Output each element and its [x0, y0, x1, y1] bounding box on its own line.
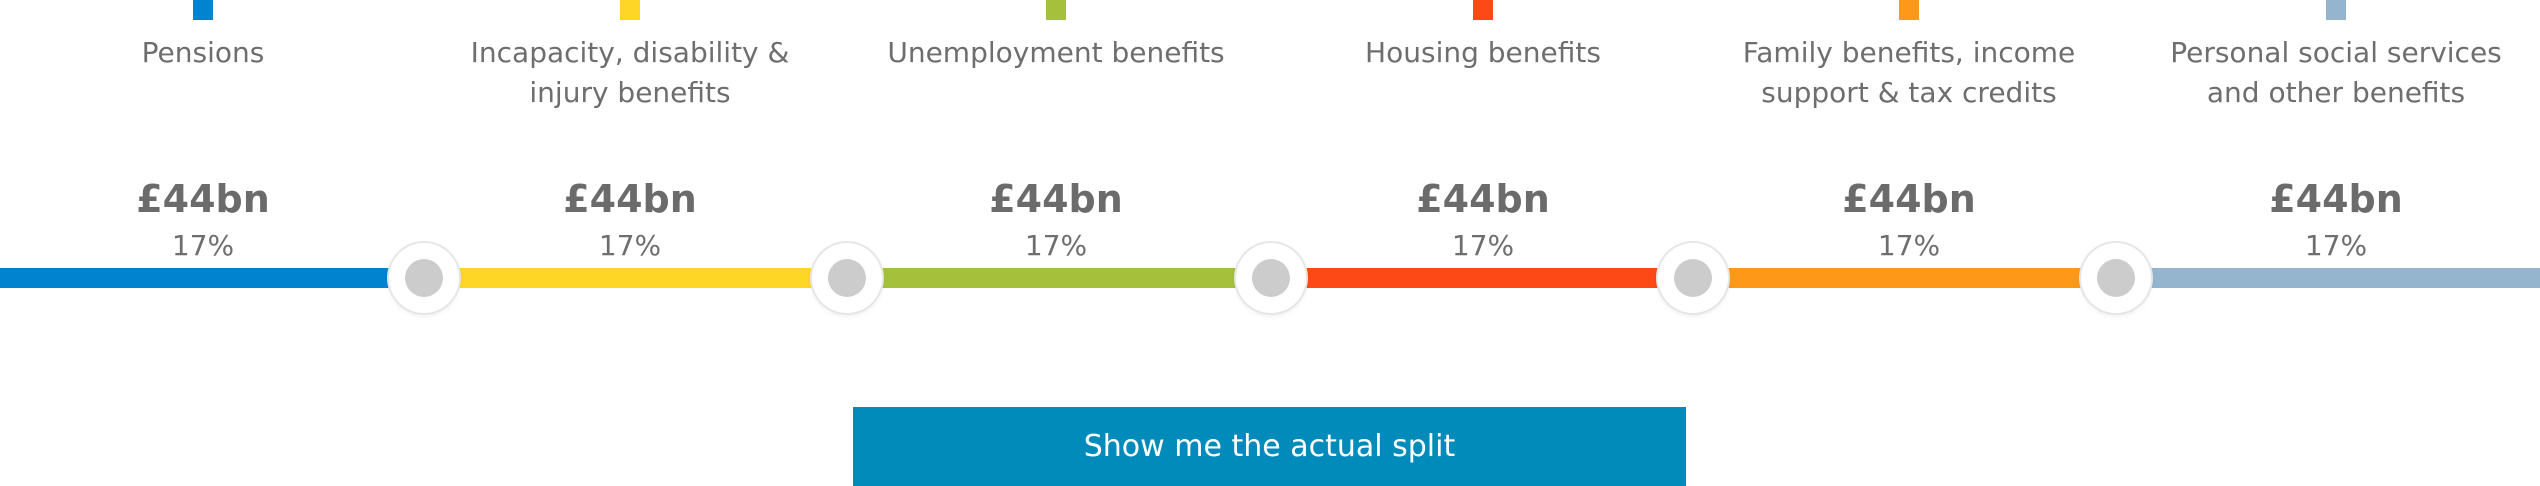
category-color-marker [193, 0, 213, 20]
category-label: Family benefits, income support & tax cr… [1742, 36, 2076, 109]
category-label: Incapacity, disability & injury benefits [470, 36, 790, 109]
category-color-marker [1899, 0, 1919, 20]
category-label: Housing benefits [1365, 36, 1601, 69]
split-handle-2[interactable] [812, 243, 882, 313]
category-label: Unemployment benefits [887, 36, 1225, 69]
category-pensions: Pensions £44bn 17% [13, 0, 393, 266]
split-handle-4[interactable] [1658, 243, 1728, 313]
handle-knob [1252, 259, 1290, 297]
category-label: Pensions [141, 36, 265, 69]
split-bar-segment-personal-services [2116, 268, 2540, 288]
category-personal-services: Personal social services and other benef… [2146, 0, 2526, 266]
category-amount: £44bn [1416, 177, 1550, 221]
category-incapacity: Incapacity, disability & injury benefits… [440, 0, 820, 266]
handle-knob [1674, 259, 1712, 297]
split-bar-segment-unemployment [847, 268, 1271, 288]
category-percent: 17% [2304, 229, 2368, 262]
category-percent: 17% [1024, 229, 1088, 262]
category-color-marker [2326, 0, 2346, 20]
split-bar-segment-family [1693, 268, 2116, 288]
category-unemployment: Unemployment benefits £44bn 17% [866, 0, 1246, 266]
category-color-marker [620, 0, 640, 20]
category-color-marker [1046, 0, 1066, 20]
split-handle-3[interactable] [1236, 243, 1306, 313]
category-family: Family benefits, income support & tax cr… [1719, 0, 2099, 266]
show-actual-split-button[interactable]: Show me the actual split [853, 407, 1686, 486]
split-handle-1[interactable] [389, 243, 459, 313]
category-amount: £44bn [1842, 177, 1976, 221]
category-housing: Housing benefits £44bn 17% [1293, 0, 1673, 266]
handle-knob [405, 259, 443, 297]
category-percent: 17% [598, 229, 662, 262]
category-percent: 17% [1451, 229, 1515, 262]
category-label: Personal social services and other benef… [2170, 36, 2502, 109]
split-bar-segment-pensions [0, 268, 424, 288]
split-bar-segment-incapacity [424, 268, 847, 288]
category-amount: £44bn [989, 177, 1123, 221]
handle-knob [828, 259, 866, 297]
split-bar-segment-housing [1271, 268, 1693, 288]
category-amount: £44bn [563, 177, 697, 221]
category-amount: £44bn [136, 177, 270, 221]
handle-knob [2097, 259, 2135, 297]
category-percent: 17% [171, 229, 235, 262]
split-handle-5[interactable] [2081, 243, 2151, 313]
category-color-marker [1473, 0, 1493, 20]
category-percent: 17% [1877, 229, 1941, 262]
category-amount: £44bn [2269, 177, 2403, 221]
